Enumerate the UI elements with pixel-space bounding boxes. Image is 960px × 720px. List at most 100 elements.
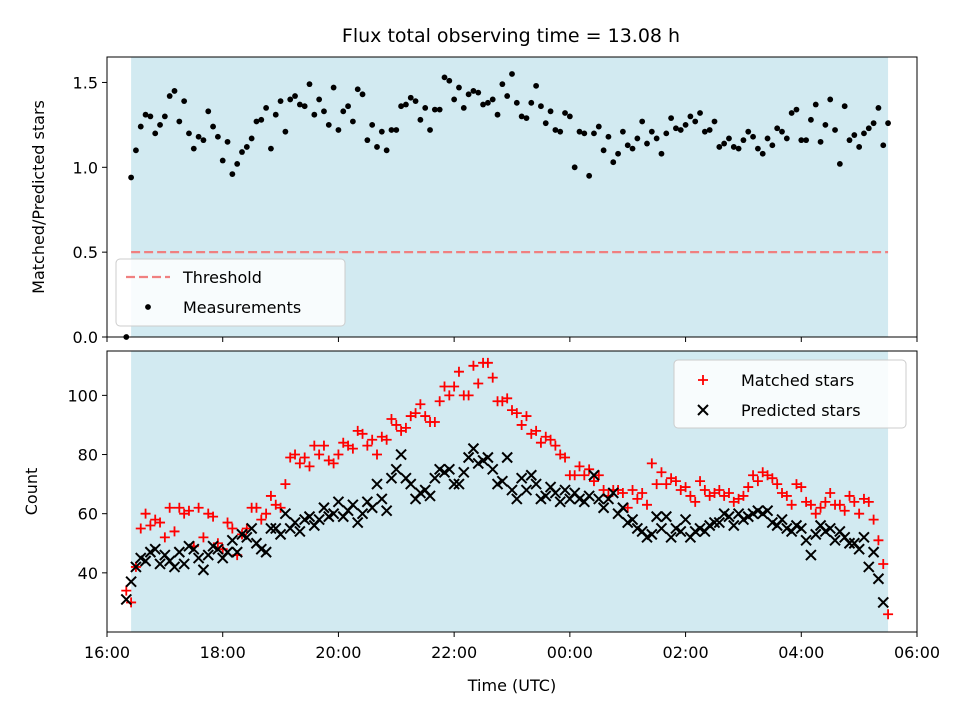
data-point [181, 98, 188, 105]
data-point [875, 105, 882, 111]
x-tick-label: 00:00 [547, 643, 593, 662]
data-point [540, 490, 552, 502]
data-point [853, 543, 865, 555]
data-point [685, 490, 696, 501]
data-point [294, 525, 306, 538]
data-point [878, 558, 889, 569]
data-point [347, 499, 359, 511]
data-point [221, 546, 234, 558]
data-point [663, 130, 670, 137]
series-predicted-stars [120, 442, 889, 609]
data-point [661, 479, 672, 490]
data-point [650, 510, 663, 523]
data-point [422, 105, 429, 111]
x-tick-label: 22:00 [431, 643, 477, 662]
data-point [405, 478, 417, 490]
data-point [183, 505, 194, 516]
data-point [713, 516, 726, 529]
data-point [147, 113, 154, 120]
data-point [547, 108, 554, 115]
data-point [484, 99, 491, 106]
data-point [318, 440, 329, 451]
data-point [197, 564, 210, 576]
data-point [723, 510, 735, 523]
data-point [135, 523, 146, 534]
data-point [468, 360, 479, 371]
x-tick-label: 06:00 [894, 643, 940, 662]
data-point [752, 476, 763, 487]
data-point [248, 135, 255, 142]
data-point [839, 505, 850, 516]
data-point [303, 510, 316, 523]
data-point [349, 118, 356, 125]
data-point [166, 93, 173, 99]
data-point [863, 496, 874, 507]
y-tick-label: 60 [78, 505, 98, 524]
data-point [677, 127, 684, 133]
data-point [836, 161, 843, 167]
data-point [605, 133, 612, 140]
y-tick-label: 40 [78, 564, 98, 583]
data-point [518, 113, 525, 120]
data-point [776, 513, 788, 526]
data-point [571, 164, 578, 171]
data-point [726, 135, 732, 142]
data-point [463, 390, 474, 401]
data-point [574, 461, 585, 472]
data-point [754, 145, 761, 152]
data-point [867, 546, 880, 558]
data-point [496, 475, 509, 487]
data-point [504, 93, 511, 99]
data-point [642, 499, 652, 510]
data-point [856, 144, 863, 150]
data-point [224, 138, 231, 145]
y-tick-label: 1.5 [73, 73, 98, 92]
data-point [861, 130, 867, 137]
y-tick-label: 80 [78, 446, 98, 465]
data-point [764, 135, 771, 142]
data-point [675, 525, 687, 538]
x-axis-title: Time (UTC) [467, 676, 556, 695]
data-point [651, 479, 662, 490]
data-point [289, 516, 301, 529]
data-point [487, 372, 498, 383]
data-point [533, 82, 540, 89]
data-point [697, 110, 703, 116]
data-point [251, 502, 262, 513]
data-point [646, 528, 658, 541]
data-point [369, 121, 376, 128]
legend-predicted-swatch [697, 404, 709, 416]
data-point [708, 516, 721, 529]
data-point [192, 552, 205, 564]
data-point [205, 108, 212, 115]
data-point [783, 135, 790, 142]
x-tick-label: 20:00 [315, 643, 361, 662]
data-point [750, 133, 756, 140]
data-point [615, 150, 621, 157]
data-point [456, 84, 462, 91]
data-point [597, 502, 610, 514]
data-point [439, 381, 450, 392]
data-point [595, 123, 602, 130]
data-point [579, 470, 590, 481]
data-point [253, 118, 260, 125]
data-point [883, 609, 894, 620]
legend-matched-swatch [698, 375, 708, 385]
data-point [448, 478, 460, 490]
data-point [120, 593, 132, 606]
data-point [340, 108, 347, 115]
data-point [198, 532, 209, 543]
data-point [805, 499, 816, 510]
data-point [380, 505, 393, 517]
data-point [656, 467, 667, 478]
data-point [800, 534, 812, 547]
data-point [808, 116, 814, 123]
data-point [412, 98, 419, 105]
data-point [619, 128, 626, 135]
data-point [805, 549, 817, 561]
data-point [673, 125, 679, 132]
data-point [227, 523, 238, 534]
data-point [371, 478, 383, 490]
data-point [554, 496, 566, 508]
data-point [321, 108, 327, 115]
